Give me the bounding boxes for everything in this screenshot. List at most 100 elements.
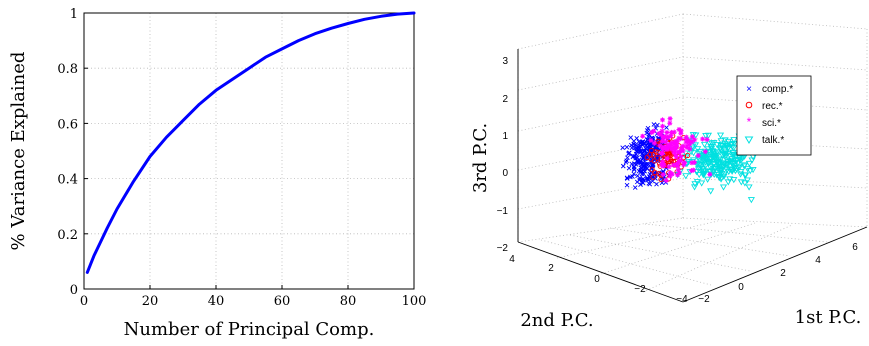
scatter-point-comp: [628, 135, 634, 140]
legend-item-sci: * sci.*: [747, 115, 781, 129]
scatter-point-sci: [668, 133, 674, 139]
scatter-point-sci: [668, 129, 674, 135]
scatter-point-talk: [685, 159, 693, 166]
scatter-point-talk: [699, 168, 707, 175]
scatter-point-talk: [697, 163, 706, 170]
scatter-point-talk: [689, 143, 697, 150]
y-tick-label: 0.2: [57, 228, 78, 243]
scatter-point-sci: [667, 173, 673, 179]
scatter-point-sci: [675, 172, 681, 178]
legend-marker-star: *: [747, 115, 752, 129]
variance-ticks: 0 20 40 60 80 100 0 0.2 0.4 0.6 0.8 1: [57, 7, 426, 309]
legend-label: talk.*: [762, 135, 784, 146]
scatter-point-talk: [702, 132, 710, 140]
scatter-point-talk: [690, 184, 699, 191]
scatter-point-sci: [679, 146, 685, 152]
scatter-point-comp: [645, 125, 651, 131]
pc-3d-box: [517, 13, 868, 303]
scatter-point-sci: [648, 137, 654, 143]
variance-line: [85, 11, 416, 274]
scatter-point-talk: [746, 168, 754, 175]
scatter-point-sci: [673, 152, 679, 158]
scatter-point-comp: [643, 161, 649, 167]
scatter-point-sci: [660, 123, 666, 129]
scatter-point-talk: [716, 132, 725, 139]
scatter-point-sci: [664, 130, 670, 136]
scatter-point-talk: [710, 169, 718, 176]
scatter-point-talk: [682, 173, 690, 180]
legend-label: comp.*: [762, 84, 793, 95]
x-tick-label: −2: [698, 294, 710, 305]
scatter-point-comp: [642, 158, 647, 164]
scatter-point-sci: [663, 177, 669, 183]
scatter-point-sci: [678, 136, 684, 142]
scatter-point-talk: [730, 160, 739, 167]
scatter-point-talk: [693, 161, 701, 168]
scatter-point-sci: [684, 143, 690, 149]
scatter-point-sci: [651, 140, 657, 146]
scatter-point-talk: [695, 171, 703, 179]
scatter-point-talk: [723, 167, 731, 174]
scatter-point-talk: [733, 166, 741, 173]
scatter-point-sci: [678, 158, 684, 164]
x-tick-label: 40: [208, 294, 225, 309]
variance-x-axis-label: Number of Principal Comp.: [124, 319, 375, 340]
scatter-point-talk: [694, 146, 702, 153]
scatter-point-sci: [700, 136, 706, 142]
scatter-point-talk: [729, 149, 737, 156]
scatter-point-sci: [668, 146, 674, 152]
scatter-point-talk: [704, 161, 712, 168]
x-tick-label: 6: [852, 242, 858, 253]
scatter-point-sci: [640, 133, 646, 139]
scatter-point-sci: [659, 145, 665, 151]
scatter-point-comp: [631, 166, 637, 172]
scatter-point-sci: [683, 139, 689, 145]
scatter-point-talk: [741, 180, 749, 187]
variance-plot-frame: [83, 12, 415, 290]
scatter-point-talk: [713, 141, 721, 149]
scatter-point-sci: [664, 146, 670, 152]
scatter-point-sci: [665, 135, 671, 141]
pc-x-axis-label: 1st P.C.: [795, 307, 862, 328]
scatter-point-sci: [689, 168, 695, 174]
scatter-point-talk: [709, 153, 718, 161]
scatter-point-sci: [661, 134, 667, 140]
scatter-point-comp: [626, 165, 632, 171]
scatter-point-talk: [691, 142, 700, 149]
scatter-point-comp: [637, 150, 643, 155]
scatter-point-comp: [654, 181, 659, 187]
scatter-point-sci: [656, 131, 662, 137]
pc-y-axis-label: 2nd P.C.: [520, 310, 593, 331]
variance-grid: [83, 12, 415, 290]
scatter-point-talk: [740, 163, 748, 170]
scatter-point-sci: [658, 132, 664, 138]
scatter-point-sci: [667, 116, 673, 122]
y-tick-label: 0: [594, 274, 600, 285]
scatter-point-talk: [717, 176, 725, 183]
scatter-point-talk: [737, 171, 745, 178]
scatter-point-sci: [683, 134, 689, 140]
scatter-point-talk: [726, 176, 734, 183]
scatter-point-sci: [689, 160, 695, 166]
scatter-point-talk: [717, 138, 725, 145]
scatter-point-sci: [702, 149, 708, 155]
scatter-point-sci: [690, 167, 696, 173]
scatter-point-talk: [745, 184, 753, 191]
scatter-point-talk: [711, 150, 719, 157]
scatter-point-talk: [723, 157, 731, 164]
scatter-point-talk: [747, 197, 755, 204]
pc-x-ticks: −2 0 2 4 6: [698, 242, 858, 305]
scatter-point-sci: [679, 144, 685, 150]
scatter-point-sci: [671, 141, 677, 147]
scatter-point-comp: [655, 122, 660, 128]
scatter-point-comp: [651, 122, 657, 127]
pc-scatter-chart: 3 2 1 0 −1 −2 4 2 0 −2 −4 −2 0 2 4 6 ×: [470, 13, 868, 331]
scatter-point-rec: [649, 147, 655, 154]
scatter-point-sci: [695, 153, 701, 159]
legend-label: rec.*: [762, 101, 783, 112]
scatter-point-comp: [620, 145, 625, 150]
scatter-point-sci: [671, 149, 677, 155]
scatter-point-talk: [707, 144, 716, 151]
scatter-point-sci: [663, 139, 669, 145]
